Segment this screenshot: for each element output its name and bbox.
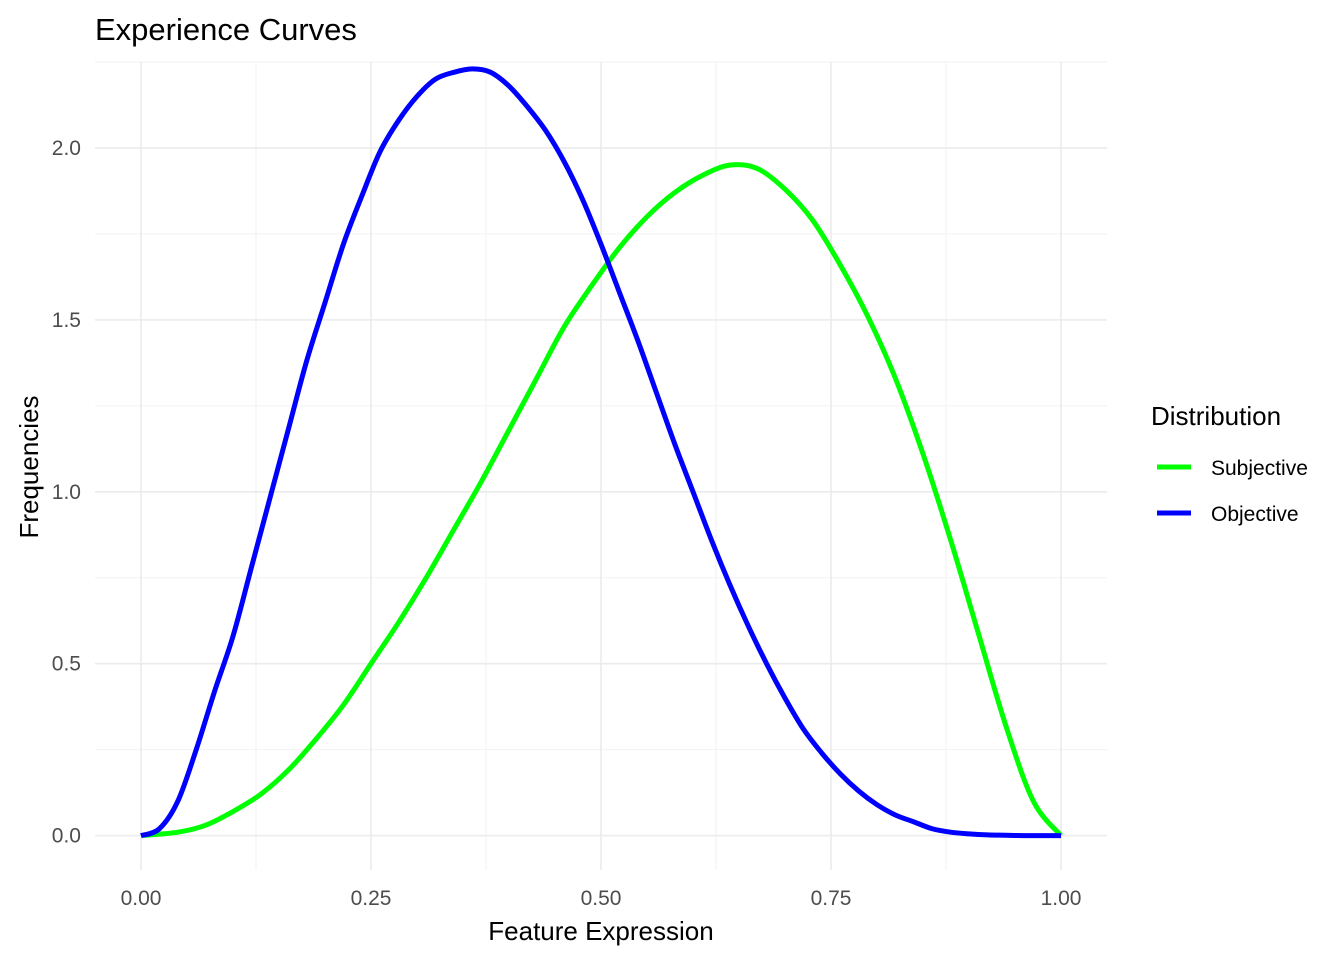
x-axis-tick-labels: 0.00 0.25 0.50 0.75 1.00 — [121, 887, 1082, 910]
series-line-subjective — [140, 162, 1063, 839]
x-tick-label: 0.00 — [121, 887, 162, 910]
x-tick-label: 0.50 — [581, 887, 622, 910]
legend: Distribution Subjective Objective — [1151, 401, 1308, 526]
major-gridlines — [95, 62, 1107, 870]
y-tick-label: 1.0 — [52, 481, 81, 504]
legend-label-objective: Objective — [1211, 503, 1299, 526]
y-tick-label: 2.0 — [52, 137, 81, 160]
y-axis-title: Frequencies — [14, 395, 44, 538]
y-tick-label: 0.0 — [52, 825, 81, 848]
y-tick-label: 1.5 — [52, 309, 81, 332]
x-tick-label: 0.75 — [811, 887, 852, 910]
legend-title: Distribution — [1151, 401, 1281, 431]
y-axis-tick-labels: 0.0 0.5 1.0 1.5 2.0 — [52, 137, 81, 848]
series-line-objective — [140, 66, 1061, 839]
x-tick-label: 0.25 — [351, 887, 392, 910]
legend-label-subjective: Subjective — [1211, 457, 1308, 480]
chart-title: Experience Curves — [95, 12, 357, 47]
series-lines — [140, 66, 1063, 839]
y-tick-label: 0.5 — [52, 653, 81, 676]
x-tick-label: 1.00 — [1041, 887, 1082, 910]
x-axis-title: Feature Expression — [488, 916, 713, 946]
